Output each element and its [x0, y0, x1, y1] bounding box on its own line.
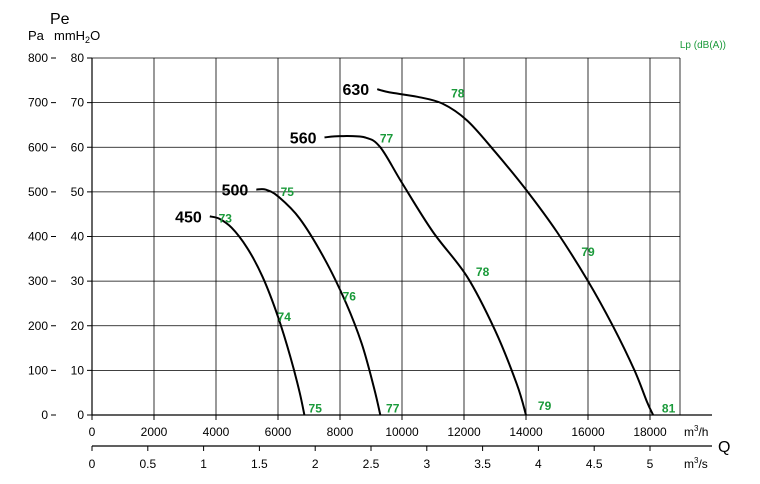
grid [91, 57, 681, 416]
noise-label: 78 [476, 265, 490, 279]
fan-curve-630 [376, 88, 655, 416]
noise-label: 74 [278, 310, 292, 324]
m3h-tick-label: 16000 [571, 425, 605, 439]
curve-label-630: 630 [342, 82, 369, 99]
pa-tick-label: 100 [28, 363, 48, 377]
pa-tick-label: 300 [28, 274, 48, 288]
noise-label: 79 [581, 245, 595, 259]
noise-label: 75 [281, 185, 295, 199]
pa-tick-label: 600 [28, 140, 48, 154]
curve-label-450: 450 [175, 209, 202, 226]
m3s-tick-label: 4 [535, 457, 542, 471]
mmh2o-tick-label: 70 [71, 96, 85, 110]
noise-label: 79 [538, 399, 552, 413]
y-unit-pa: Pa [28, 28, 45, 43]
noise-label: 73 [219, 212, 233, 226]
m3s-tick-label: 2.5 [363, 457, 380, 471]
m3s-tick-label: 2 [312, 457, 319, 471]
pa-tick-label: 0 [41, 408, 48, 422]
fan-curve-500 [256, 188, 382, 416]
x-unit-m3h: m3/h [684, 424, 708, 439]
curves: 450 73 74 75 500 75 76 77 560 77 78 79 630 78 79 81 [175, 82, 676, 416]
mmh2o-tick-label: 30 [71, 274, 85, 288]
m3s-tick-label: 0 [89, 457, 96, 471]
mmh2o-tick-label: 80 [71, 51, 85, 65]
pa-tick-label: 800 [28, 51, 48, 65]
m3h-tick-label: 4000 [203, 425, 230, 439]
lp-label: Lp (dB(A)) [680, 40, 726, 51]
mmh2o-tick-label: 0 [77, 408, 84, 422]
m3h-tick-label: 10000 [385, 425, 419, 439]
m3h-tick-label: 8000 [327, 425, 354, 439]
pa-tick-label: 700 [28, 96, 48, 110]
curve-label-560: 560 [290, 130, 317, 147]
x-axis-title: Q [718, 439, 730, 456]
m3h-tick-label: 2000 [141, 425, 168, 439]
m3h-tick-label: 0 [89, 425, 96, 439]
noise-label: 75 [309, 401, 323, 415]
m3s-tick-label: 3 [423, 457, 430, 471]
m3s-tick-label: 0.5 [139, 457, 156, 471]
y-unit-mmh2o: mmH2O [54, 28, 100, 45]
m3s-tick-label: 1.5 [251, 457, 268, 471]
y-axis-title: Pe [50, 11, 70, 28]
pa-tick-label: 200 [28, 319, 48, 333]
m3s-tick-label: 1 [200, 457, 207, 471]
fan-curve-450 [209, 215, 306, 416]
mmh2o-tick-label: 10 [71, 363, 85, 377]
mmh2o-tick-label: 60 [71, 140, 85, 154]
m3h-tick-label: 12000 [447, 425, 481, 439]
m3h-tick-label: 14000 [509, 425, 543, 439]
m3s-tick-label: 5 [647, 457, 654, 471]
fan-curve-560 [324, 135, 527, 416]
m3h-tick-label: 6000 [265, 425, 292, 439]
m3s-tick-label: 4.5 [586, 457, 603, 471]
mmh2o-tick-label: 20 [71, 319, 85, 333]
pa-tick-label: 500 [28, 185, 48, 199]
mmh2o-tick-label: 50 [71, 185, 85, 199]
curve-label-500: 500 [222, 183, 249, 200]
m3s-tick-label: 3.5 [474, 457, 491, 471]
noise-label: 77 [380, 131, 394, 145]
noise-label: 77 [386, 401, 400, 415]
noise-label: 78 [451, 87, 465, 101]
noise-label: 76 [343, 290, 357, 304]
mmh2o-tick-label: 40 [71, 230, 85, 244]
pa-tick-label: 400 [28, 230, 48, 244]
noise-label: 81 [662, 401, 676, 415]
x-unit-m3s: m3/s [684, 456, 708, 471]
m3h-tick-label: 18000 [633, 425, 667, 439]
